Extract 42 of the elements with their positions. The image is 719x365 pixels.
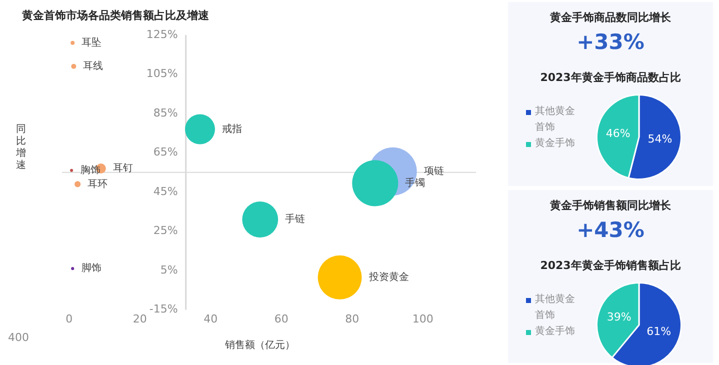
x-axis-title: 销售额（亿元）	[224, 338, 296, 352]
chart-title: 2023年黄金手饰销售额占比	[539, 258, 682, 273]
series-label: 脚饰	[82, 262, 102, 274]
text: +33%	[576, 30, 646, 54]
y-tick-label: 25%	[153, 224, 178, 238]
y-tick-label: 105%	[146, 67, 178, 80]
series-label: 戒指	[222, 122, 242, 135]
text: +43%	[576, 218, 646, 242]
series-label: 耳环	[88, 178, 108, 190]
y-axis-title: 同比增速	[16, 124, 27, 172]
x-tick-label: 0	[66, 312, 73, 326]
legend-label: 黄金手饰	[535, 324, 576, 339]
x-tick-label: 40	[204, 312, 218, 326]
data-label: 54%	[648, 132, 672, 146]
series-label: 手链	[285, 213, 306, 226]
data-label: 39%	[606, 310, 632, 324]
series-label: 耳线	[83, 60, 104, 72]
legend-label: 其他黄金首饰	[535, 292, 576, 323]
series-label: 手镯	[405, 176, 426, 189]
data-label: 61%	[646, 325, 672, 338]
legend-label: 黄金手饰	[535, 136, 576, 151]
y-tick-label: 5%	[160, 263, 178, 276]
series-label: 项链	[424, 166, 444, 178]
series-label: 耳坠	[82, 36, 102, 48]
x-tick-label: 20	[132, 312, 147, 326]
chart-title: 黄金首饰市场各品类销售额占比及增速	[22, 8, 209, 23]
y-tick-label: 125%	[146, 28, 178, 41]
data-label: 46%	[606, 127, 630, 140]
x-tick-label: 80	[345, 312, 360, 326]
chart-title: 2023年黄金手饰商品数占比	[539, 70, 682, 85]
text: 400	[8, 331, 29, 344]
y-tick-label: 85%	[153, 106, 178, 120]
series-label: 耳钉	[112, 163, 133, 174]
legend-label: 其他黄金首饰	[535, 104, 576, 135]
text: 黄金手饰商品数同比增长	[549, 10, 672, 25]
y-tick-label: -15%	[149, 302, 178, 316]
y-tick-label: 45%	[153, 184, 178, 198]
x-tick-label: 60	[274, 312, 288, 326]
text: 黄金手饰销售额同比增长	[549, 198, 672, 213]
x-tick-label: 100	[412, 312, 434, 326]
y-tick-label: 65%	[153, 146, 178, 159]
series-label: 投资黄金	[368, 271, 409, 284]
